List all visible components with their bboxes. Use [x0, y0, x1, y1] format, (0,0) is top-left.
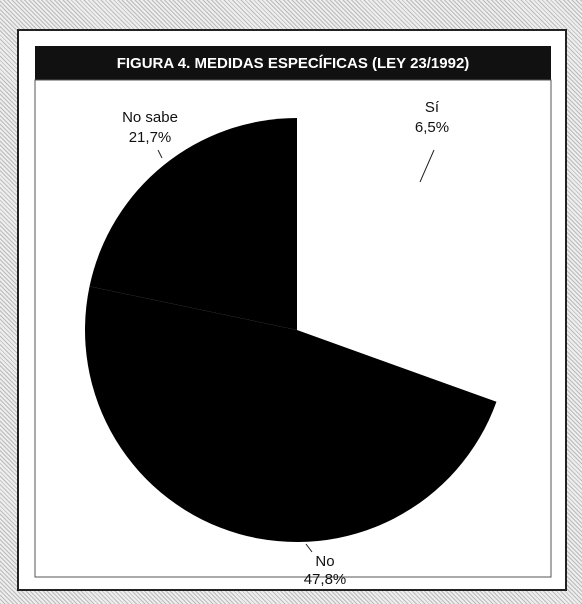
slice-value-label: 6,5% [415, 119, 449, 136]
chart-title: FIGURA 4. MEDIDAS ESPECÍFICAS (LEY 23/19… [117, 55, 470, 72]
leader-line [419, 149, 435, 183]
leader-line [305, 543, 313, 553]
title-bar [35, 46, 551, 80]
slice-label: No [315, 553, 334, 570]
slice-label: No sabe [122, 109, 178, 126]
pie-slice [89, 118, 297, 330]
slice-value-label: 21,7% [129, 129, 172, 146]
slice-label: Sí [425, 99, 440, 116]
pie-slice [84, 286, 497, 543]
leader-line [157, 149, 163, 159]
plot-box [34, 79, 552, 578]
slice-value-label: 47,8% [304, 571, 347, 588]
pie-slice [297, 118, 382, 330]
